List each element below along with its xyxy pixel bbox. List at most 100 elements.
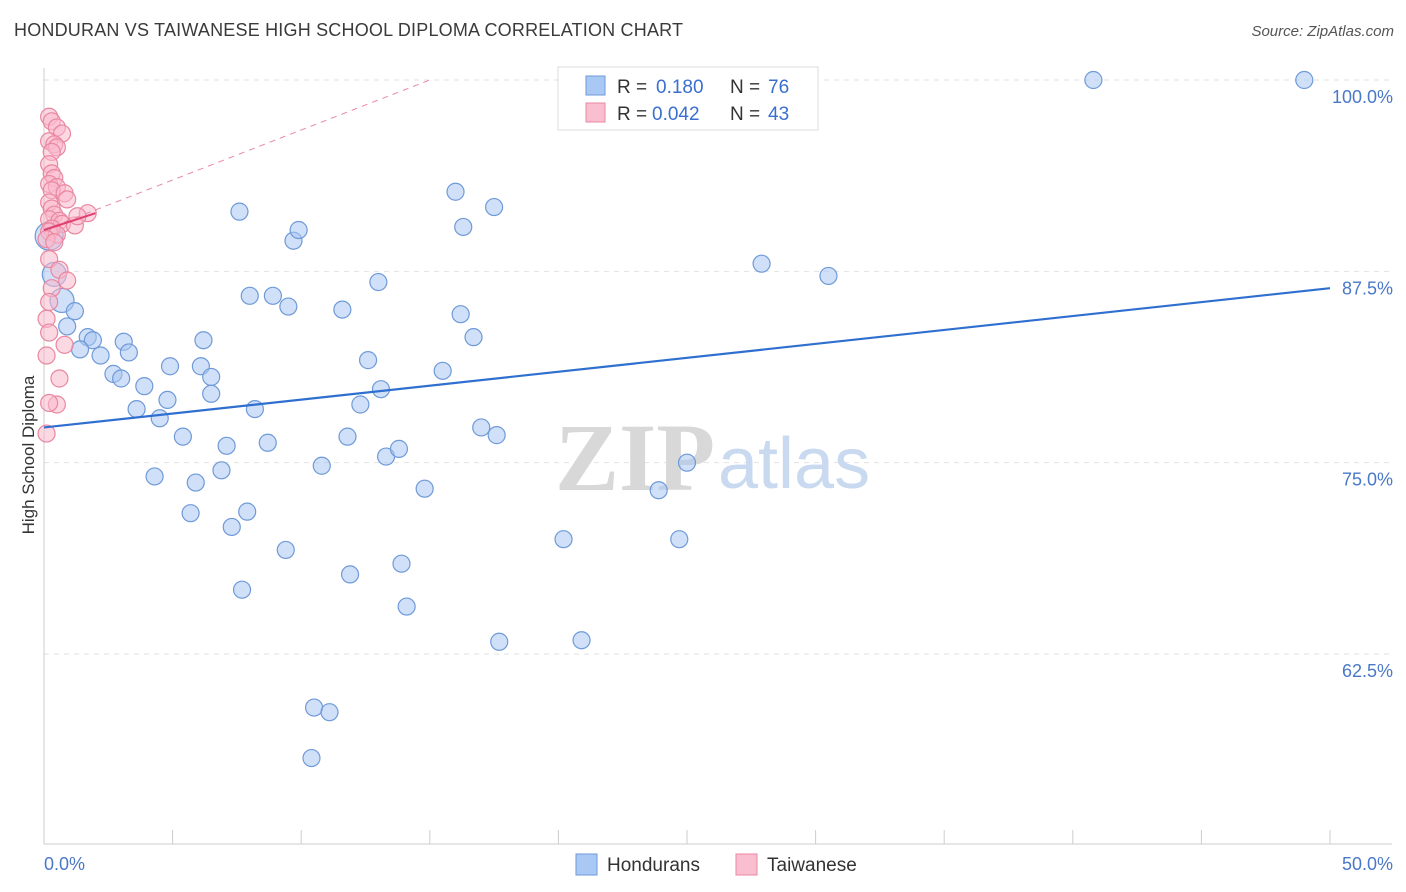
legend-n-value-1: 43 — [768, 104, 789, 125]
honduran-point-71 — [819, 266, 838, 286]
honduran-point-70 — [752, 254, 771, 273]
bottom-legend-label-taiwanese: Taiwanese — [767, 855, 857, 876]
legend-r-value-0: 0.180 — [656, 77, 704, 98]
source-label: Source: ZipAtlas.com — [1251, 23, 1394, 40]
honduran-point-42 — [389, 439, 409, 458]
honduran-point-65 — [554, 530, 573, 549]
legend-swatch-hondurans — [585, 75, 606, 96]
honduran-point-52 — [487, 426, 506, 445]
honduran-point-56 — [276, 540, 295, 560]
honduran-point-36 — [369, 272, 388, 292]
honduran-point-35 — [333, 300, 352, 319]
honduran-point-67 — [649, 481, 668, 500]
y-tick-label-0: 62.5% — [1342, 661, 1393, 681]
honduran-point-68 — [670, 530, 689, 549]
taiwanese-point-31 — [40, 292, 59, 312]
honduran-point-57 — [340, 565, 360, 584]
honduran-point-10 — [70, 340, 90, 359]
taiwanese-point-15 — [58, 190, 77, 209]
legend-n-label-0: N = — [730, 77, 760, 98]
honduran-point-4 — [58, 317, 77, 336]
honduran-point-45 — [433, 361, 452, 380]
honduran-point-13 — [194, 331, 213, 350]
legend-n-value-0: 76 — [768, 77, 789, 98]
honduran-point-62 — [304, 698, 324, 717]
honduran-point-39 — [351, 395, 370, 414]
honduran-point-15 — [112, 369, 131, 388]
honduran-point-27 — [145, 467, 164, 486]
honduran-point-59 — [397, 597, 416, 616]
stats-legend: R = 0.180 N = 76 R = 0.042 N = 43 — [557, 66, 819, 131]
honduran-point-49 — [464, 328, 483, 347]
honduran-point-11 — [160, 357, 180, 376]
honduran-point-6 — [83, 331, 102, 350]
honduran-point-63 — [320, 703, 339, 722]
honduran-point-17 — [202, 367, 221, 387]
honduran-point-64 — [302, 748, 321, 768]
y-tick-label-2: 87.5% — [1342, 278, 1393, 298]
honduran-point-8 — [119, 343, 138, 362]
honduran-point-69 — [677, 453, 697, 472]
honduran-point-44 — [415, 479, 434, 498]
x-tick-label-min: 0.0% — [44, 854, 85, 874]
taiwanese-point-39 — [37, 424, 56, 443]
watermark: ZIP atlas — [555, 404, 870, 511]
honduran-point-60 — [232, 580, 252, 599]
taiwanese-trend-extension — [43, 79, 430, 231]
legend-r-label-1: R = — [617, 104, 647, 125]
honduran-point-38 — [371, 380, 391, 399]
x-tick-label-max: 50.0% — [1342, 854, 1393, 874]
points-layer — [34, 70, 1314, 768]
honduran-point-16 — [135, 377, 154, 396]
honduran-point-43 — [312, 456, 331, 475]
honduran-point-66 — [572, 631, 591, 650]
grid — [44, 79, 1392, 655]
honduran-point-9 — [91, 346, 110, 365]
honduran-point-31 — [279, 297, 298, 316]
y-tick-label-1: 75.0% — [1342, 470, 1393, 490]
honduran-point-21 — [150, 409, 169, 428]
taiwanese-point-42 — [58, 271, 77, 290]
honduran-point-26 — [212, 461, 231, 480]
honduran-trend-line — [43, 287, 1331, 429]
honduran-point-55 — [238, 502, 257, 521]
series-legend: Hondurans Taiwanese — [575, 853, 857, 876]
honduran-point-25 — [258, 433, 277, 452]
honduran-point-53 — [181, 504, 200, 523]
bottom-legend-label-hondurans: Hondurans — [607, 855, 700, 876]
honduran-point-23 — [217, 436, 236, 455]
chart-title: HONDURAN VS TAIWANESE HIGH SCHOOL DIPLOM… — [14, 20, 684, 40]
y-axis-title: High School Diploma — [19, 375, 38, 534]
legend-swatch-taiwanese — [585, 102, 606, 123]
bottom-legend-swatch-hondurans — [575, 853, 598, 876]
honduran-point-20 — [127, 399, 146, 419]
honduran-point-73 — [1084, 70, 1103, 90]
honduran-point-22 — [173, 427, 192, 446]
honduran-point-58 — [392, 554, 411, 573]
taiwanese-point-40 — [45, 233, 64, 252]
trend-layer — [43, 79, 1331, 429]
taiwanese-trend-line — [43, 212, 96, 231]
honduran-point-47 — [454, 217, 473, 237]
taiwanese-point-35 — [37, 346, 56, 365]
honduran-point-61 — [490, 632, 509, 651]
bottom-legend-swatch-taiwanese — [735, 853, 758, 876]
legend-r-label-0: R = — [617, 77, 647, 98]
honduran-point-18 — [202, 384, 221, 403]
taiwanese-point-34 — [55, 335, 74, 354]
honduran-point-34 — [230, 202, 249, 221]
taiwanese-point-33 — [40, 323, 59, 342]
honduran-point-3 — [65, 302, 84, 321]
honduran-point-40 — [338, 427, 357, 446]
y-tick-label-3: 100.0% — [1332, 87, 1393, 107]
honduran-point-74 — [1295, 70, 1314, 90]
honduran-point-19 — [158, 390, 177, 410]
legend-r-value-1: 0.042 — [652, 104, 700, 125]
taiwanese-point-36 — [50, 369, 69, 388]
watermark-atlas: atlas — [718, 424, 870, 504]
honduran-point-48 — [451, 305, 470, 324]
legend-n-label-1: N = — [730, 104, 760, 125]
honduran-point-33 — [289, 220, 308, 240]
honduran-point-28 — [186, 473, 205, 492]
